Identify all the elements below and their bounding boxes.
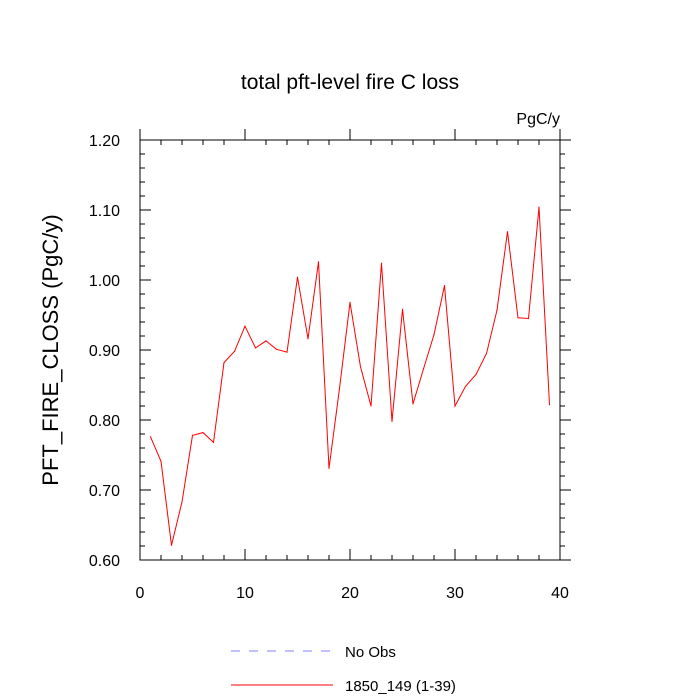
data-point	[149, 436, 152, 438]
data-point	[191, 434, 194, 436]
legend: No Obs 1850_149 (1-39)	[231, 644, 456, 695]
data-point	[223, 362, 225, 364]
axis-ticks	[139, 129, 571, 561]
y-tick-label: 1.00	[89, 273, 120, 290]
data-point	[443, 285, 446, 287]
data-point	[233, 350, 236, 352]
data-point	[244, 325, 246, 327]
y-tick-label: 1.20	[89, 133, 120, 150]
data-point	[538, 206, 540, 208]
data-point	[202, 432, 204, 434]
data-point	[412, 403, 414, 405]
data-point	[265, 340, 267, 342]
data-point	[548, 404, 551, 406]
y-tick-label: 0.80	[89, 413, 120, 430]
data-point	[328, 467, 330, 469]
y-tick-label: 1.10	[89, 203, 120, 220]
data-point	[170, 544, 173, 546]
data-point	[296, 276, 299, 278]
data-point	[286, 351, 288, 353]
series-line-0	[150, 207, 550, 546]
y-tick-label: 0.60	[89, 553, 120, 570]
data-point	[454, 405, 456, 407]
data-point	[464, 385, 467, 387]
y-tick-label: 0.90	[89, 343, 120, 360]
data-point	[275, 348, 278, 350]
legend-label-series: 1850_149 (1-39)	[345, 678, 456, 695]
legend-label-no-obs: No Obs	[345, 644, 396, 661]
tick-labels: 0 10 20 30 40 0.60 0.70 0.80 0.90 1.00 1.10 1.20	[89, 133, 569, 602]
data-point	[433, 334, 435, 336]
data-point	[359, 366, 362, 368]
data-point	[391, 420, 393, 422]
data-point	[380, 262, 383, 264]
data-point	[160, 460, 162, 462]
plot-frame	[139, 139, 561, 561]
data-point	[307, 338, 309, 340]
x-tick-label: 20	[341, 585, 359, 602]
data-point	[338, 387, 341, 390]
x-tick-label: 0	[136, 585, 145, 602]
chart-title: total pft-level fire C loss	[241, 71, 459, 94]
data-point	[401, 308, 404, 310]
x-tick-label: 40	[551, 585, 569, 602]
y-tick-label: 0.70	[89, 483, 120, 500]
data-point	[485, 352, 488, 355]
x-tick-label: 30	[446, 585, 464, 602]
data-point	[254, 347, 257, 349]
data-point	[181, 501, 183, 503]
data-series	[149, 206, 551, 546]
data-point	[496, 309, 498, 311]
data-point	[317, 261, 320, 263]
data-point	[506, 231, 509, 233]
data-point	[517, 317, 519, 319]
y-axis-label: PFT_FIRE_CLOSS (PgC/y)	[38, 214, 63, 485]
units-label: PgC/y	[516, 111, 560, 128]
data-point	[370, 405, 372, 407]
data-point	[212, 441, 215, 443]
data-point	[349, 301, 351, 303]
x-tick-label: 10	[236, 585, 254, 602]
data-point	[475, 373, 477, 376]
data-point	[527, 317, 530, 320]
data-point	[422, 368, 425, 370]
